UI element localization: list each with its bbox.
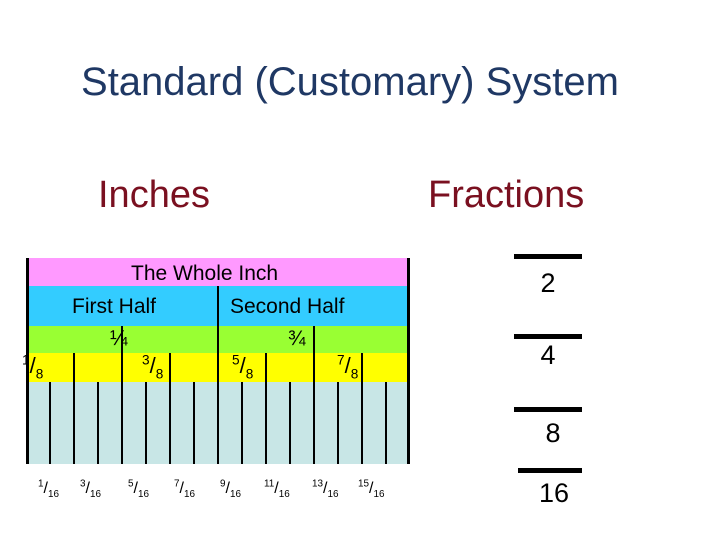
quarter-tick	[313, 326, 315, 464]
ruler-edge-tick	[407, 258, 410, 464]
sixteenth-tick	[193, 382, 195, 464]
denominator-4: 4	[540, 340, 556, 370]
sixteenth-label-1: 1/16	[38, 478, 59, 501]
fraction-bar-8	[514, 407, 582, 412]
sixteenth-label-15: 15/16	[358, 478, 385, 501]
second-half-label: Second Half	[230, 295, 345, 318]
denominator-16: 16	[538, 478, 570, 508]
eighth-label-3: 3/8	[142, 352, 164, 382]
inches-heading: Inches	[98, 174, 210, 216]
sixteenth-label-5: 5/16	[128, 478, 149, 501]
whole-inch-label: The Whole Inch	[131, 262, 279, 285]
sixteenth-label-9: 9/16	[220, 478, 241, 501]
eighth-tick	[73, 353, 75, 464]
ruler-edge-tick	[26, 258, 29, 464]
quarter-label-3: ¾	[288, 327, 306, 350]
first-half-label: First Half	[72, 295, 156, 318]
eighth-label-5: 5/8	[232, 352, 254, 382]
quarter-label-1: ¼	[110, 327, 128, 350]
fraction-bar-4	[514, 334, 582, 339]
sixteenth-tick	[289, 382, 291, 464]
sixteenth-tick	[97, 382, 99, 464]
eighth-label-7: 7/8	[337, 352, 359, 382]
denominator-8: 8	[545, 418, 561, 448]
whole-inch-band	[26, 258, 410, 286]
slide-title: Standard (Customary) System	[81, 60, 619, 104]
sixteenth-label-3: 3/16	[80, 478, 101, 501]
fraction-bar-16	[518, 468, 582, 473]
quarter-tick	[121, 326, 123, 464]
half-tick	[217, 286, 219, 464]
inch-ruler: The Whole Inch First Half Second Half ¼ …	[22, 258, 410, 464]
sixteenth-label-11: 11/16	[264, 478, 290, 501]
eighth-tick	[169, 353, 171, 464]
denominator-2: 2	[540, 268, 556, 298]
eighth-tick	[265, 353, 267, 464]
sixteenth-tick	[49, 382, 51, 464]
sixteenth-tick	[241, 382, 243, 464]
eighth-tick	[361, 353, 363, 464]
sixteenth-tick	[385, 382, 387, 464]
sixteenth-tick	[337, 382, 339, 464]
eighth-label-1: 1/8	[22, 353, 44, 382]
sixteenth-tick	[145, 382, 147, 464]
sixteenth-label-13: 13/16	[312, 478, 339, 501]
fraction-bar-2	[514, 254, 582, 259]
sixteenth-label-7: 7/16	[174, 478, 195, 501]
fractions-heading: Fractions	[428, 174, 585, 216]
